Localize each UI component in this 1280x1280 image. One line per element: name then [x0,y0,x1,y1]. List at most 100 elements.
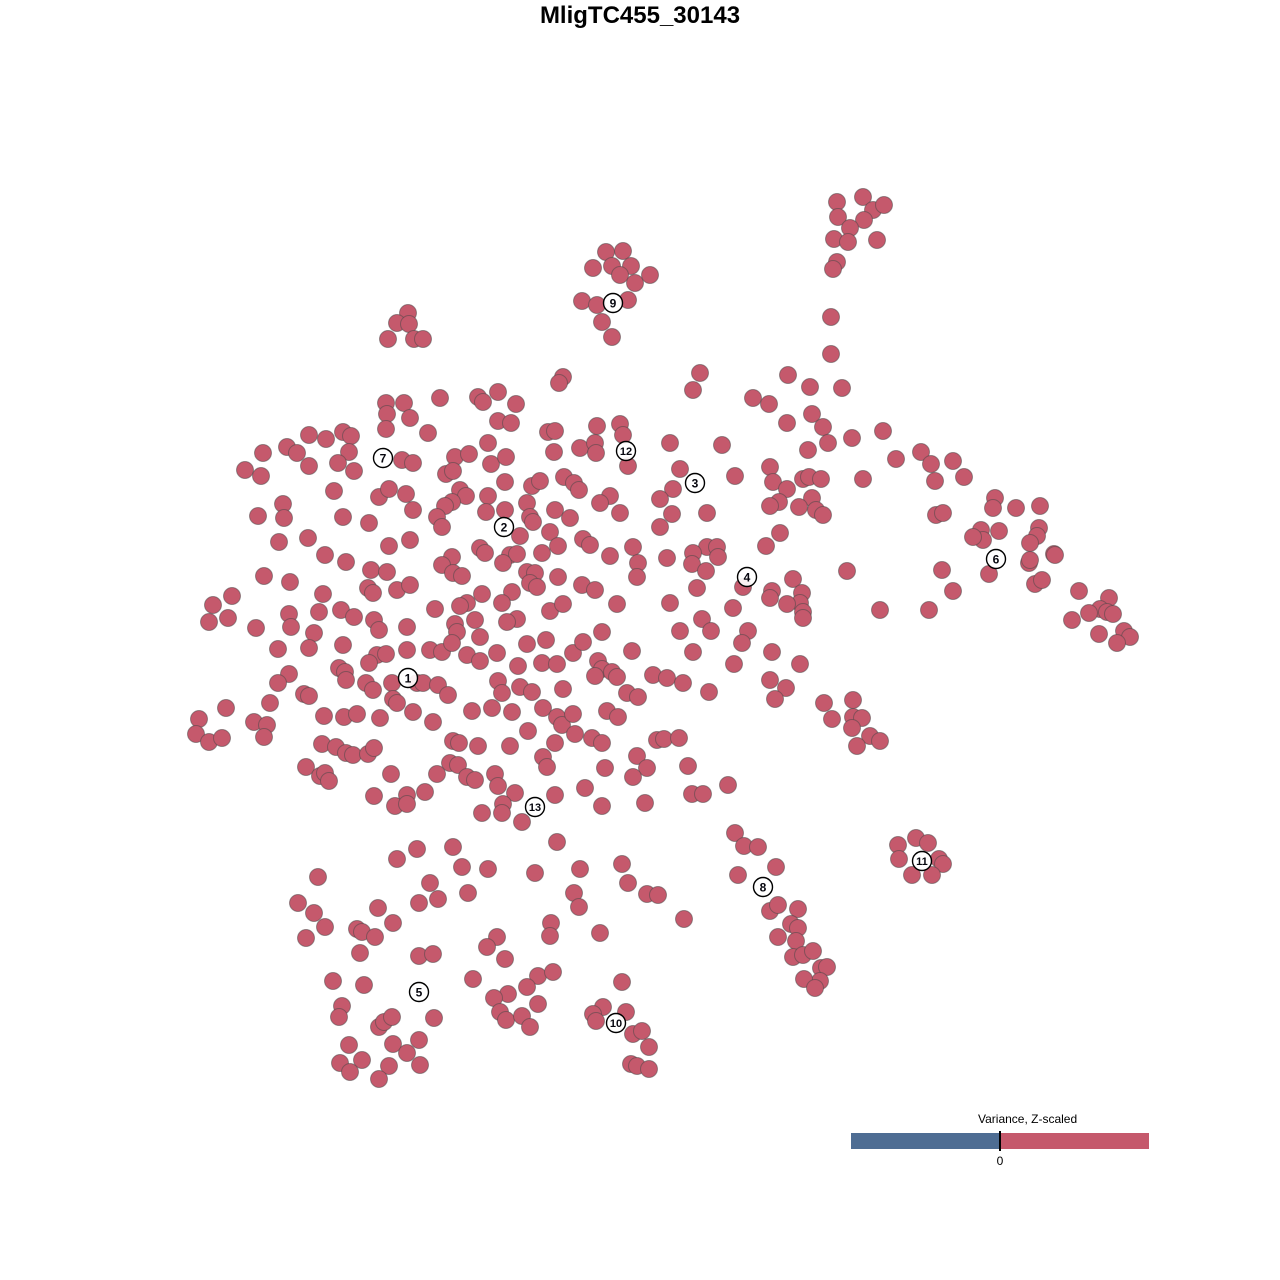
data-point [546,422,564,440]
data-point [482,455,500,473]
data-point [289,894,307,912]
cluster-label-2: 2 [493,516,515,538]
data-point [213,729,231,747]
data-point [693,610,711,628]
cluster-label-4: 4 [736,566,758,588]
data-point [854,470,872,488]
data-point [501,737,519,755]
data-point [570,898,588,916]
data-point [806,979,824,997]
data-point [767,858,785,876]
data-point [839,233,857,251]
data-point [493,684,511,702]
data-point [661,594,679,612]
data-point [664,480,682,498]
data-point [726,467,744,485]
data-point [640,1038,658,1056]
data-point [824,260,842,278]
cluster-label-circle [736,566,758,588]
cluster-label-3: 3 [684,472,706,494]
data-point [779,366,797,384]
data-point [848,737,866,755]
data-point [249,507,267,525]
cluster-label-text: 11 [916,856,928,868]
data-point [419,424,437,442]
cluster-label-circle [985,548,1007,570]
data-point [614,242,632,260]
data-point [887,450,905,468]
data-point [766,690,784,708]
cluster-label-circle [684,472,706,494]
data-point [428,765,446,783]
data-point [401,576,419,594]
data-point [383,1008,401,1026]
data-point [655,730,673,748]
data-point [369,899,387,917]
data-point [804,942,822,960]
data-point [404,454,422,472]
data-point [310,603,328,621]
cluster-label-circle [408,981,430,1003]
data-point [868,231,886,249]
data-point [526,864,544,882]
legend-zero-label: 0 [996,1154,1004,1168]
data-point [581,536,599,554]
data-point [640,1060,658,1078]
data-point [269,640,287,658]
cluster-label-text: 8 [760,880,767,894]
data-point [506,784,524,802]
data-point [822,345,840,363]
cluster-label-text: 2 [501,520,508,534]
data-point [790,498,808,516]
data-point [444,838,462,856]
data-point [629,688,647,706]
data-point [217,699,235,717]
data-point [380,537,398,555]
cluster-label-8: 8 [752,876,774,898]
data-point [531,472,549,490]
data-point [933,561,951,579]
data-point [282,618,300,636]
data-point [330,1008,348,1026]
data-point [380,1057,398,1075]
cluster-label-text: 7 [380,451,387,465]
data-point [923,866,941,884]
data-point [688,579,706,597]
data-point [395,394,413,412]
data-point [674,674,692,692]
data-point [593,734,611,752]
data-point [513,813,531,831]
data-point [466,611,484,629]
data-point [761,589,779,607]
data-point [651,490,669,508]
data-point [611,504,629,522]
data-point [444,462,462,480]
data-point [204,596,222,614]
data-point [379,330,397,348]
data-point [424,713,442,731]
data-point [523,683,541,701]
data-point [429,890,447,908]
data-point [920,601,938,619]
data-point [719,776,737,794]
data-point [334,636,352,654]
data-point [815,694,833,712]
data-point [315,707,333,725]
data-point [421,874,439,892]
plot-title: MligTC455_30143 [539,2,741,29]
data-point [351,944,369,962]
data-point [619,874,637,892]
data-point [401,409,419,427]
data-point [377,420,395,438]
data-point [828,193,846,211]
data-point [479,860,497,878]
cluster-label-circle [493,516,515,538]
data-point [503,703,521,721]
legend-zero-tick [999,1131,1001,1151]
data-point [518,635,536,653]
data-point [541,927,559,945]
data-point [744,389,762,407]
data-point [380,480,398,498]
data-point [254,444,272,462]
data-point [549,568,567,586]
